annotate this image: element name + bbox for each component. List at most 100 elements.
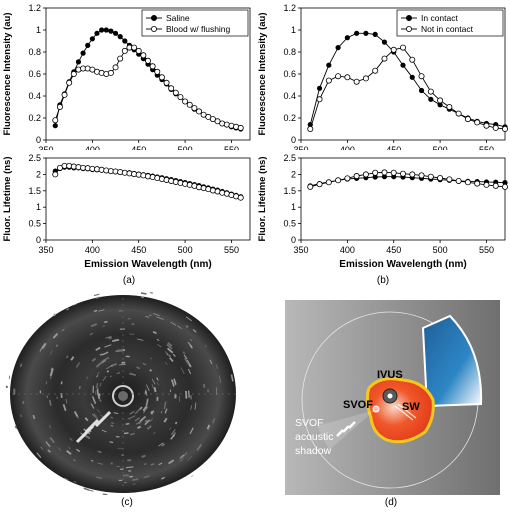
x-tick-label: 400	[85, 245, 100, 255]
data-point-open	[307, 126, 314, 133]
x-axis-label: Emission Wavelength (nm)	[84, 259, 211, 270]
y-axis-label: Fluorescence Intensity (au)	[2, 12, 13, 135]
data-point-open	[135, 47, 142, 54]
data-point-filled	[112, 30, 119, 36]
data-point-open	[399, 170, 406, 177]
data-point-open	[455, 177, 462, 184]
ivus-speckle	[5, 292, 234, 495]
y-tick-label: 0.6	[28, 69, 41, 79]
data-point-open	[390, 169, 397, 176]
data-point-open	[177, 94, 184, 101]
y-axis-label: Fluor. Lifetime (ns)	[2, 157, 13, 242]
y-tick-label: 1	[36, 25, 41, 35]
legend-marker	[150, 25, 157, 32]
data-point-open	[362, 171, 369, 178]
x-tick-label: 350	[293, 145, 308, 150]
data-point-open	[107, 69, 114, 76]
y-tick-label: 0.2	[28, 113, 41, 123]
x-tick-label: 450	[386, 145, 401, 150]
y-tick-label: 0	[36, 235, 41, 245]
data-point-open	[418, 172, 425, 179]
x-tick-label: 450	[131, 245, 146, 255]
data-point-open	[316, 181, 323, 188]
x-tick-label: 500	[178, 245, 193, 255]
panel-label-a: (a)	[122, 275, 136, 286]
legend-marker	[405, 25, 412, 32]
label-sw: SW	[402, 401, 420, 413]
data-point-open	[372, 169, 379, 176]
data-point-filled	[103, 27, 109, 33]
x-tick-label: 500	[178, 145, 193, 150]
svof-schematic: IVUS SVOF SW SVOF acoustic shadow	[285, 300, 500, 495]
series-line-1	[310, 171, 506, 188]
shadow-streak	[336, 421, 356, 437]
data-point-filled	[381, 39, 388, 45]
y-tick-label: 1.5	[283, 186, 296, 196]
data-point-open	[158, 74, 165, 81]
label-shadow-3: shadow	[295, 445, 332, 457]
data-point-open	[492, 182, 499, 189]
x-tick-label: 500	[433, 245, 448, 255]
y-tick-label: 0.5	[28, 219, 41, 229]
y-tick-label: 0	[36, 135, 41, 145]
x-tick-label: 550	[479, 245, 494, 255]
y-tick-label: 0.4	[283, 91, 296, 101]
label-svof: SVOF	[343, 399, 373, 411]
sw-streak	[394, 403, 417, 421]
data-point-open	[381, 169, 388, 176]
data-point-filled	[372, 31, 378, 37]
data-point-filled	[372, 174, 378, 180]
x-tick-label: 450	[131, 145, 146, 150]
data-point-open	[483, 181, 490, 188]
x-tick-label: 350	[38, 145, 53, 150]
legend-label: Saline	[166, 13, 190, 23]
series-line-1	[309, 47, 506, 130]
chart-b-lifetime: 0 0.5 1 1.5 2 2.5 350 400 450 500 550 Fluor. Lifeti…	[257, 153, 508, 270]
y-tick-label: 0.4	[28, 91, 41, 101]
legend-marker	[150, 14, 157, 21]
data-point-open	[335, 177, 342, 184]
label-ivus: IVUS	[377, 369, 403, 381]
y-axis-label: Fluor. Lifetime (ns)	[257, 157, 268, 242]
data-point-open	[344, 74, 351, 81]
y-tick-label: 2	[291, 169, 296, 179]
data-point-open	[474, 119, 481, 126]
data-point-open	[172, 89, 179, 96]
data-point-filled	[409, 74, 415, 80]
data-point-filled	[418, 87, 425, 94]
data-point-filled	[437, 102, 443, 108]
x-tick-label: 400	[340, 245, 355, 255]
y-tick-label: 0.8	[283, 47, 296, 57]
data-point-open	[168, 85, 175, 92]
data-point-open	[144, 57, 151, 64]
data-point-open	[492, 124, 499, 131]
y-tick-label: 2.5	[283, 153, 296, 163]
legend-label: Not in contact	[421, 24, 474, 34]
data-point-open	[325, 77, 332, 84]
data-point-open	[316, 96, 323, 103]
data-point-open	[437, 175, 444, 182]
data-point-open	[437, 97, 444, 104]
y-tick-label: 1	[291, 25, 296, 35]
data-point-open	[464, 179, 471, 186]
data-point-open	[455, 110, 462, 117]
data-point-open	[446, 104, 453, 111]
data-point-open	[501, 183, 508, 190]
data-point-open	[399, 44, 406, 51]
data-point-open	[464, 116, 471, 123]
data-point-open	[501, 126, 508, 133]
chart-a-lifetime: 0 0.5 1 1.5 2 2.5 350 400 450 500 550 Fluor. Lifeti…	[2, 153, 251, 270]
y-tick-label: 1	[36, 202, 41, 212]
data-point-open	[381, 55, 388, 62]
label-shadow-2: acoustic	[295, 431, 334, 443]
data-point-open	[191, 105, 198, 112]
data-point-open	[195, 108, 202, 115]
y-tick-label: 0	[291, 235, 296, 245]
x-axis-label: Emission Wavelength (nm)	[339, 259, 466, 270]
y-tick-label: 1.5	[28, 186, 41, 196]
data-point-open	[70, 71, 77, 78]
data-point-filled	[316, 85, 323, 91]
data-point-filled	[344, 35, 350, 41]
svof-shadow-streak	[75, 410, 112, 444]
data-point-filled	[326, 62, 332, 68]
